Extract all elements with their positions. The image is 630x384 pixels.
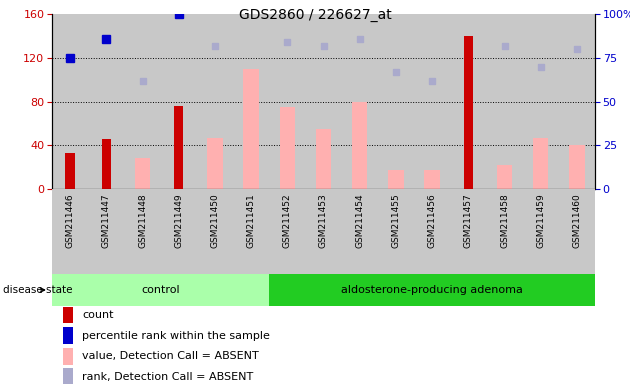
- Bar: [425, 170, 440, 189]
- Bar: [559, 14, 595, 189]
- Text: GSM211449: GSM211449: [175, 193, 183, 248]
- Bar: [63, 307, 72, 323]
- Bar: [464, 36, 473, 189]
- Bar: [124, 14, 161, 189]
- Text: rank, Detection Call = ABSENT: rank, Detection Call = ABSENT: [83, 372, 254, 382]
- Bar: [533, 137, 548, 189]
- Bar: [523, 14, 559, 189]
- Bar: [88, 189, 124, 274]
- Bar: [135, 158, 150, 189]
- Bar: [523, 189, 559, 274]
- Bar: [207, 137, 222, 189]
- Bar: [52, 14, 88, 189]
- Bar: [63, 368, 72, 384]
- Text: GSM211459: GSM211459: [536, 193, 545, 248]
- Bar: [388, 170, 403, 189]
- Bar: [63, 327, 72, 344]
- Text: GSM211457: GSM211457: [464, 193, 472, 248]
- Bar: [244, 69, 259, 189]
- Bar: [88, 14, 124, 189]
- Bar: [486, 14, 523, 189]
- Bar: [280, 107, 295, 189]
- Bar: [161, 189, 197, 274]
- Bar: [233, 14, 269, 189]
- Text: GSM211453: GSM211453: [319, 193, 328, 248]
- Text: value, Detection Call = ABSENT: value, Detection Call = ABSENT: [83, 351, 259, 361]
- Text: GSM211448: GSM211448: [138, 193, 147, 248]
- Text: GSM211447: GSM211447: [102, 193, 111, 248]
- Bar: [486, 189, 523, 274]
- Bar: [197, 189, 233, 274]
- Text: disease state: disease state: [3, 285, 72, 295]
- Bar: [101, 139, 111, 189]
- Bar: [306, 189, 341, 274]
- Text: GSM211451: GSM211451: [246, 193, 256, 248]
- Bar: [450, 189, 486, 274]
- Bar: [63, 348, 72, 364]
- Text: aldosterone-producing adenoma: aldosterone-producing adenoma: [341, 285, 523, 295]
- Text: GSM211458: GSM211458: [500, 193, 509, 248]
- Bar: [52, 274, 269, 306]
- Bar: [352, 101, 367, 189]
- Bar: [124, 189, 161, 274]
- Bar: [378, 189, 414, 274]
- Bar: [52, 189, 88, 274]
- Bar: [341, 189, 378, 274]
- Bar: [161, 14, 197, 189]
- Bar: [341, 14, 378, 189]
- Bar: [414, 14, 450, 189]
- Text: count: count: [83, 310, 114, 320]
- Bar: [269, 189, 306, 274]
- Bar: [197, 14, 233, 189]
- Text: GSM211455: GSM211455: [391, 193, 401, 248]
- Bar: [450, 14, 486, 189]
- Bar: [66, 153, 75, 189]
- Text: GDS2860 / 226627_at: GDS2860 / 226627_at: [239, 8, 391, 22]
- Bar: [269, 274, 595, 306]
- Text: GSM211450: GSM211450: [210, 193, 219, 248]
- Text: GSM211446: GSM211446: [66, 193, 74, 248]
- Text: control: control: [141, 285, 180, 295]
- Bar: [306, 14, 341, 189]
- Bar: [269, 14, 306, 189]
- Bar: [414, 189, 450, 274]
- Bar: [233, 189, 269, 274]
- Bar: [316, 129, 331, 189]
- Bar: [570, 145, 585, 189]
- Bar: [559, 189, 595, 274]
- Bar: [174, 106, 183, 189]
- Text: GSM211460: GSM211460: [573, 193, 581, 248]
- Text: GSM211452: GSM211452: [283, 193, 292, 248]
- Text: percentile rank within the sample: percentile rank within the sample: [83, 331, 270, 341]
- Text: GSM211456: GSM211456: [428, 193, 437, 248]
- Bar: [497, 165, 512, 189]
- Text: GSM211454: GSM211454: [355, 193, 364, 248]
- Bar: [378, 14, 414, 189]
